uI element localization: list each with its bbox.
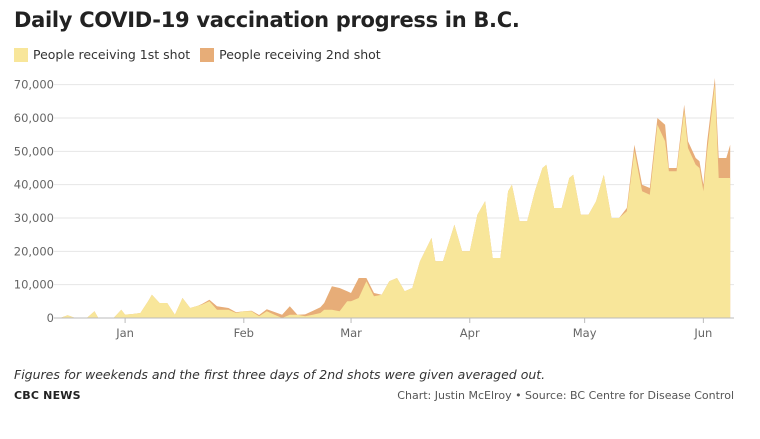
legend-label-second-shot: People receiving 2nd shot [219,47,381,62]
legend-item-second-shot: People receiving 2nd shot [200,47,381,62]
y-tick-label: 40,000 [14,178,54,192]
x-tick-label: Jan [115,326,134,340]
chart-title: Daily COVID-19 vaccination progress in B… [14,8,520,32]
y-tick-label: 50,000 [14,144,54,158]
y-tick-label: 0 [47,311,54,325]
vaccination-area-chart: 0 10,000 20,000 30,000 40,000 50,000 60,000 70,… [14,78,734,340]
chart-note: Figures for weekends and the first three… [14,367,546,382]
legend-swatch-first-shot [14,47,28,62]
series-area-first-shot [60,84,731,318]
x-tick-label: May [573,326,597,340]
y-tick-label: 10,000 [14,278,54,292]
legend-swatch-second-shot [200,47,215,62]
y-tick-label: 30,000 [14,211,54,225]
y-tick-label: 70,000 [14,78,54,92]
y-tick-label: 20,000 [14,244,54,258]
x-tick-label: Mar [340,326,362,340]
x-tick-label: Feb [234,326,254,340]
legend-item-first-shot: People receiving 1st shot [14,47,190,62]
x-tick-label: Apr [460,326,480,340]
legend: People receiving 1st shot People receivi… [14,47,391,62]
legend-label-first-shot: People receiving 1st shot [33,47,191,62]
brand-label: CBC NEWS [14,389,81,402]
y-tick-label: 60,000 [14,111,54,125]
x-tick-label: Jun [693,326,712,340]
chart-credit: Chart: Justin McElroy • Source: BC Centr… [397,389,734,402]
